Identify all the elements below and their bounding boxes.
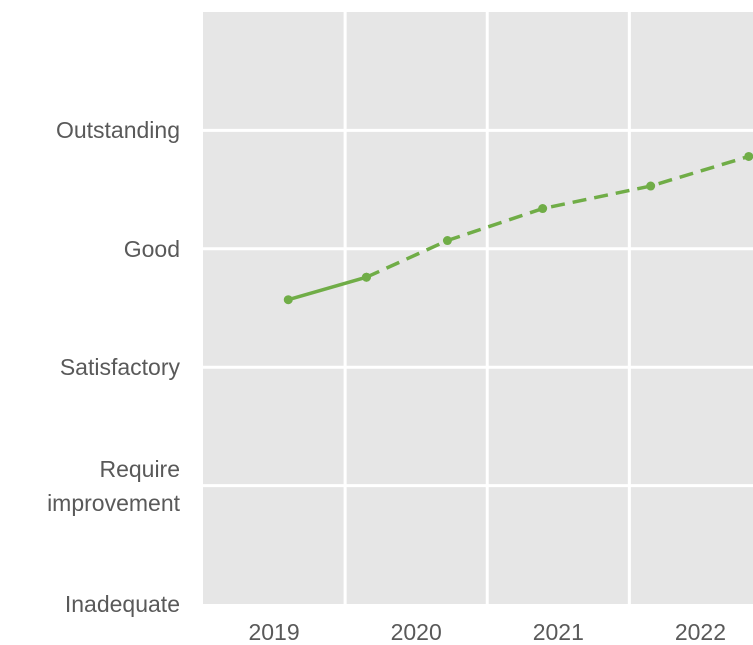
y-tick-label: Good — [123, 235, 180, 262]
marker — [283, 295, 293, 305]
y-tick-label: Outstanding — [55, 117, 180, 144]
y-tick-label: Inadequate — [64, 591, 180, 617]
marker — [646, 181, 656, 191]
x-tick-label: 2022 — [675, 619, 726, 645]
plot-background — [203, 12, 753, 604]
x-tick-label: 2021 — [533, 619, 584, 645]
marker — [361, 272, 371, 282]
line — [287, 275, 367, 302]
y-tick-label: Require improvement — [47, 455, 180, 516]
marker — [538, 204, 548, 214]
marker — [442, 236, 452, 246]
x-tick-label: 2019 — [248, 619, 299, 645]
y-tick-label: Satisfactory — [59, 354, 180, 381]
x-tick-label: 2020 — [391, 619, 442, 645]
marker — [744, 151, 753, 161]
